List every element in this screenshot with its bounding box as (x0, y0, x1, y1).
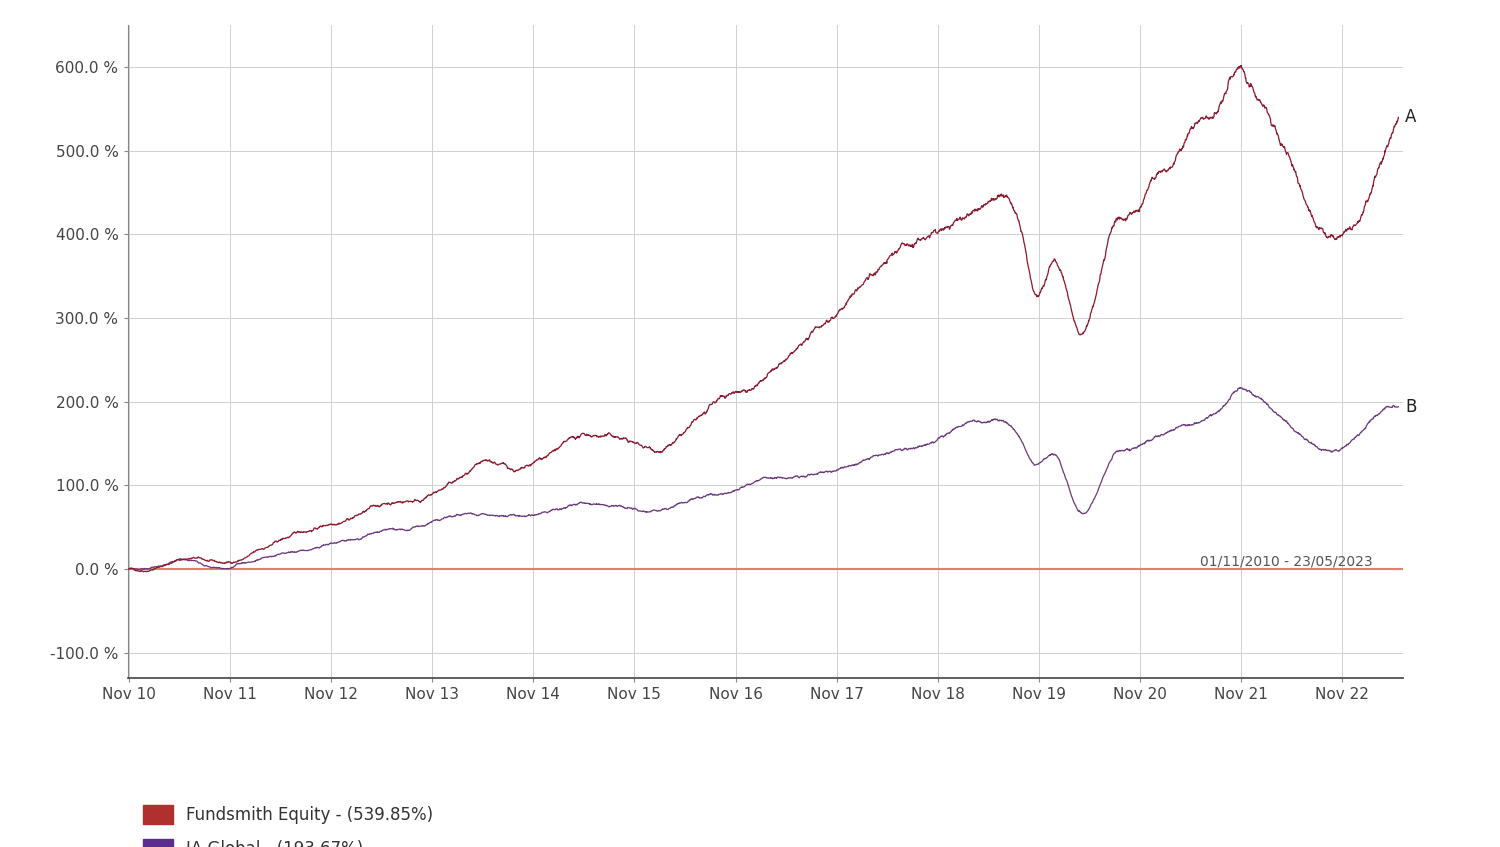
Text: A: A (1406, 108, 1416, 126)
Text: B: B (1406, 398, 1416, 416)
Legend: Fundsmith Equity - (539.85%), IA Global - (193.67%): Fundsmith Equity - (539.85%), IA Global … (136, 798, 440, 847)
Text: 01/11/2010 - 23/05/2023: 01/11/2010 - 23/05/2023 (1200, 555, 1372, 569)
